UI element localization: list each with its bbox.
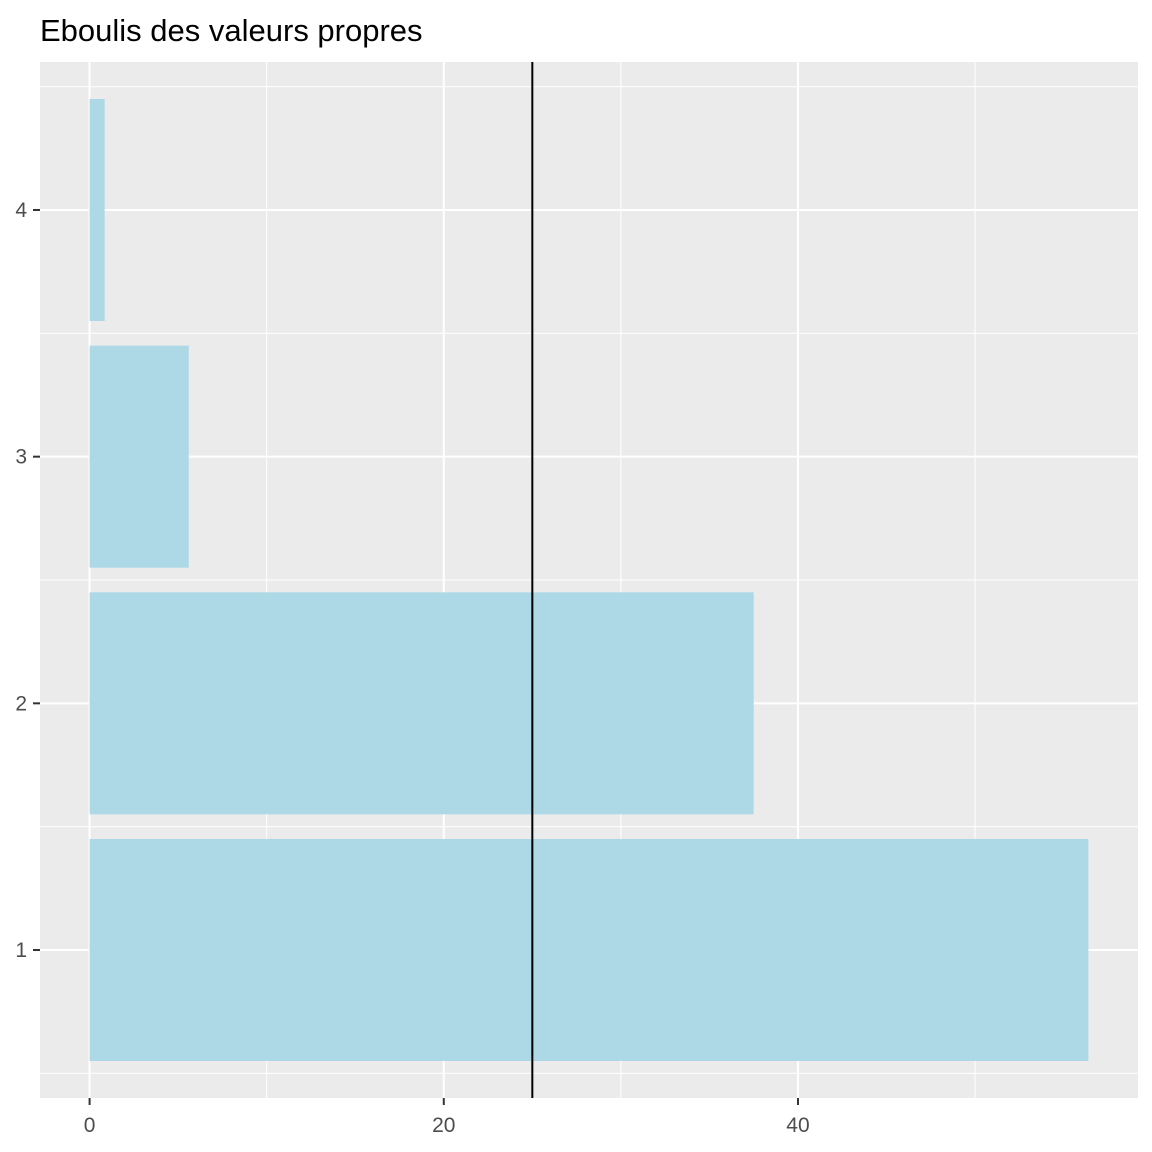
bar-3 — [89, 345, 189, 568]
y-tick-label: 3 — [15, 446, 27, 469]
y-tick-label: 4 — [15, 199, 27, 222]
minor-gridlines — [40, 62, 1138, 1098]
y-tick-label: 1 — [15, 939, 27, 962]
chart-title: Eboulis des valeurs propres — [40, 13, 423, 48]
x-axis: 0 20 40 — [84, 1098, 810, 1137]
bar-1 — [89, 839, 1089, 1061]
bar-2 — [89, 592, 754, 815]
x-tick-label: 20 — [432, 1114, 455, 1137]
y-tick-label: 2 — [15, 692, 27, 715]
x-tick-label: 40 — [786, 1114, 809, 1137]
y-axis: 1 2 3 4 — [15, 199, 40, 962]
x-tick-label: 0 — [84, 1114, 96, 1137]
bar-4 — [89, 99, 105, 321]
bars — [89, 99, 1089, 1061]
